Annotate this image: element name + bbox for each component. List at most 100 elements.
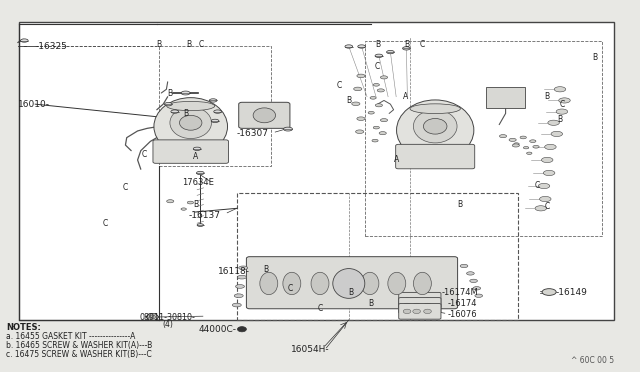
Ellipse shape <box>356 130 364 134</box>
Ellipse shape <box>397 100 474 160</box>
Ellipse shape <box>551 131 563 137</box>
Ellipse shape <box>311 272 329 295</box>
Ellipse shape <box>337 272 355 295</box>
Ellipse shape <box>470 279 477 283</box>
Text: C: C <box>535 182 540 190</box>
Ellipse shape <box>375 54 383 57</box>
Ellipse shape <box>533 145 539 148</box>
FancyBboxPatch shape <box>399 298 441 313</box>
FancyBboxPatch shape <box>239 102 290 128</box>
Text: 44000C-: 44000C- <box>198 325 236 334</box>
Ellipse shape <box>475 294 483 298</box>
Ellipse shape <box>535 206 547 211</box>
Text: B: B <box>545 92 550 101</box>
Text: -16174M: -16174M <box>442 288 478 296</box>
Ellipse shape <box>232 303 241 307</box>
Bar <box>159 46 271 166</box>
Text: B: B <box>375 40 380 49</box>
Ellipse shape <box>179 115 202 130</box>
Bar <box>237 193 518 320</box>
Ellipse shape <box>370 96 376 99</box>
Bar <box>486 87 525 108</box>
Ellipse shape <box>499 135 507 138</box>
Text: B: B <box>193 200 198 209</box>
Text: -16137: -16137 <box>189 211 221 220</box>
Ellipse shape <box>260 272 278 295</box>
Text: B: B <box>557 115 563 124</box>
FancyBboxPatch shape <box>399 292 441 308</box>
Ellipse shape <box>527 152 532 154</box>
Text: B: B <box>348 288 353 296</box>
Text: A: A <box>193 152 198 161</box>
Ellipse shape <box>380 119 388 122</box>
Text: -16149: -16149 <box>556 288 588 296</box>
Ellipse shape <box>388 272 406 295</box>
Circle shape <box>413 309 420 314</box>
Ellipse shape <box>543 170 555 176</box>
Ellipse shape <box>345 45 353 48</box>
FancyBboxPatch shape <box>399 304 441 319</box>
Ellipse shape <box>181 208 186 210</box>
Ellipse shape <box>170 107 211 138</box>
Text: B: B <box>263 265 268 274</box>
Ellipse shape <box>540 196 551 202</box>
Ellipse shape <box>214 110 221 113</box>
Ellipse shape <box>20 39 28 42</box>
Ellipse shape <box>413 110 457 143</box>
Ellipse shape <box>283 272 301 295</box>
Text: B: B <box>183 109 188 118</box>
Ellipse shape <box>188 201 193 204</box>
Text: C: C <box>559 100 564 109</box>
Text: 16010-: 16010- <box>18 100 50 109</box>
Ellipse shape <box>520 136 526 139</box>
Text: C: C <box>337 81 342 90</box>
Text: C: C <box>199 40 204 49</box>
Ellipse shape <box>509 138 516 141</box>
Text: B: B <box>167 89 172 97</box>
Text: B: B <box>593 53 598 62</box>
Circle shape <box>424 298 431 302</box>
Text: C: C <box>545 202 550 211</box>
Ellipse shape <box>333 269 365 298</box>
Ellipse shape <box>154 97 228 155</box>
Text: A: A <box>403 92 408 101</box>
Ellipse shape <box>368 111 374 114</box>
Ellipse shape <box>377 89 385 92</box>
Circle shape <box>413 303 420 308</box>
Ellipse shape <box>352 102 360 106</box>
Ellipse shape <box>387 50 394 54</box>
Circle shape <box>149 315 156 319</box>
Text: 16118-: 16118- <box>218 267 250 276</box>
Ellipse shape <box>166 200 174 203</box>
Text: -16076: -16076 <box>448 310 477 319</box>
Ellipse shape <box>545 144 556 150</box>
Ellipse shape <box>403 47 410 50</box>
Ellipse shape <box>193 147 201 150</box>
Ellipse shape <box>548 120 559 125</box>
Ellipse shape <box>542 289 556 295</box>
Text: B: B <box>156 40 161 49</box>
Ellipse shape <box>524 147 529 149</box>
Ellipse shape <box>357 117 365 121</box>
Ellipse shape <box>554 87 566 92</box>
FancyBboxPatch shape <box>153 140 228 163</box>
Ellipse shape <box>467 272 474 275</box>
Text: 17634E: 17634E <box>182 178 214 187</box>
Ellipse shape <box>253 108 275 123</box>
Circle shape <box>403 298 411 302</box>
Ellipse shape <box>424 118 447 134</box>
Bar <box>365 41 602 236</box>
Ellipse shape <box>361 272 379 295</box>
Ellipse shape <box>538 183 550 189</box>
Text: 16054H-: 16054H- <box>291 345 330 354</box>
Circle shape <box>424 303 431 308</box>
Text: -16307: -16307 <box>237 129 269 138</box>
Ellipse shape <box>166 101 215 110</box>
Circle shape <box>424 309 431 314</box>
Bar <box>19 22 614 320</box>
Ellipse shape <box>237 275 246 279</box>
Text: 08911-30810-: 08911-30810- <box>140 313 195 322</box>
Circle shape <box>413 298 420 302</box>
Ellipse shape <box>209 99 217 102</box>
Ellipse shape <box>559 98 570 103</box>
